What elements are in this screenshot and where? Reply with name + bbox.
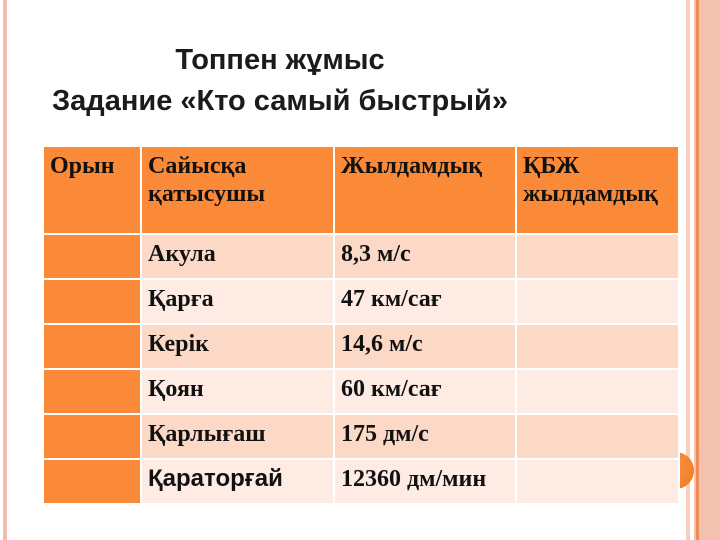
table-row: Акула 8,3 м/с (42, 233, 680, 280)
rank-cell (42, 368, 142, 415)
si-speed-cell (515, 368, 680, 415)
slide-title: Топпен жұмыс Задание «Кто самый быстрый» (40, 40, 520, 122)
title-line-2: Задание «Кто самый быстрый» (52, 85, 508, 117)
speed-cell: 8,3 м/с (333, 233, 517, 280)
table-header-row: Орын Сайысқа қатысушы Жылдамдық ҚБЖ жылд… (42, 145, 680, 235)
si-speed-cell (515, 323, 680, 370)
participant-cell: Қоян (140, 368, 335, 415)
left-edge-stripe (3, 0, 7, 540)
si-speed-cell (515, 278, 680, 325)
speed-cell: 175 дм/с (333, 413, 517, 460)
speed-cell: 14,6 м/с (333, 323, 517, 370)
rank-cell (42, 413, 142, 460)
table-row: Қоян 60 км/сағ (42, 368, 680, 415)
rank-cell (42, 233, 142, 280)
si-speed-cell (515, 458, 680, 505)
header-participant: Сайысқа қатысушы (140, 145, 335, 235)
right-edge-orange-line (696, 0, 699, 540)
table-row: Қарға 47 км/сағ (42, 278, 680, 325)
speed-cell: 47 км/сағ (333, 278, 517, 325)
right-edge-band (694, 0, 720, 540)
participant-cell: Керік (140, 323, 335, 370)
si-speed-cell (515, 413, 680, 460)
header-rank: Орын (42, 145, 142, 235)
participant-cell: Қарға (140, 278, 335, 325)
table-row: Қарлығаш 175 дм/с (42, 413, 680, 460)
header-si-speed: ҚБЖ жылдамдық (515, 145, 680, 235)
right-edge-thin-stripe (686, 0, 690, 540)
participant-cell: Қарлығаш (140, 413, 335, 460)
rank-cell (42, 323, 142, 370)
participant-cell: Акула (140, 233, 335, 280)
speed-table: Орын Сайысқа қатысушы Жылдамдық ҚБЖ жылд… (42, 145, 680, 505)
header-speed: Жылдамдық (333, 145, 517, 235)
table-row: Қараторғай 12360 дм/мин (42, 458, 680, 505)
speed-cell: 12360 дм/мин (333, 458, 517, 505)
participant-cell: Қараторғай (140, 458, 335, 505)
title-line-1: Топпен жұмыс (175, 44, 385, 76)
si-speed-cell (515, 233, 680, 280)
speed-cell: 60 км/сағ (333, 368, 517, 415)
table-row: Керік 14,6 м/с (42, 323, 680, 370)
rank-cell (42, 278, 142, 325)
rank-cell (42, 458, 142, 505)
